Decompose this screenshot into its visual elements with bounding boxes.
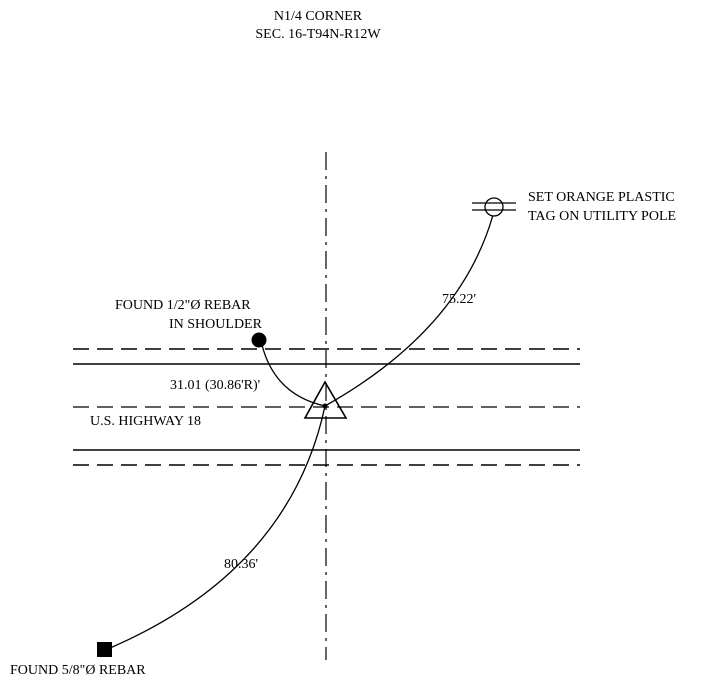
found-rebar-top-symbol bbox=[251, 332, 267, 348]
tie-arc-to-bottom-rebar bbox=[109, 405, 326, 649]
found-rebar-bottom-symbol bbox=[97, 642, 112, 657]
rebar-top-label-line-1: FOUND 1/2"Ø REBAR bbox=[115, 298, 251, 313]
rebar-top-label-line-2: IN SHOULDER bbox=[169, 317, 263, 332]
pole-label-line-2: TAG ON UTILITY POLE bbox=[528, 209, 676, 224]
tie-arc-to-pole bbox=[324, 214, 494, 407]
distance-to-rebar-bottom: 80.36' bbox=[224, 557, 258, 572]
corner-triangle-marker bbox=[303, 380, 348, 419]
rebar-bottom-label: FOUND 5/8"Ø REBAR bbox=[10, 663, 146, 678]
title-line-2: SEC. 16-T94N-R12W bbox=[255, 27, 381, 42]
distance-to-rebar-top: 31.01 (30.86'R)' bbox=[170, 378, 260, 393]
tie-arc-to-top-rebar bbox=[261, 344, 326, 407]
utility-pole-symbol bbox=[472, 197, 516, 217]
highway-label: U.S. HIGHWAY 18 bbox=[90, 414, 201, 429]
distance-to-pole: 75.22' bbox=[442, 292, 476, 307]
title-line-1: N1/4 CORNER bbox=[274, 9, 363, 24]
pole-label-line-1: SET ORANGE PLASTIC bbox=[528, 190, 675, 205]
utility-pole-circle bbox=[484, 197, 504, 217]
corner-point bbox=[322, 403, 328, 409]
